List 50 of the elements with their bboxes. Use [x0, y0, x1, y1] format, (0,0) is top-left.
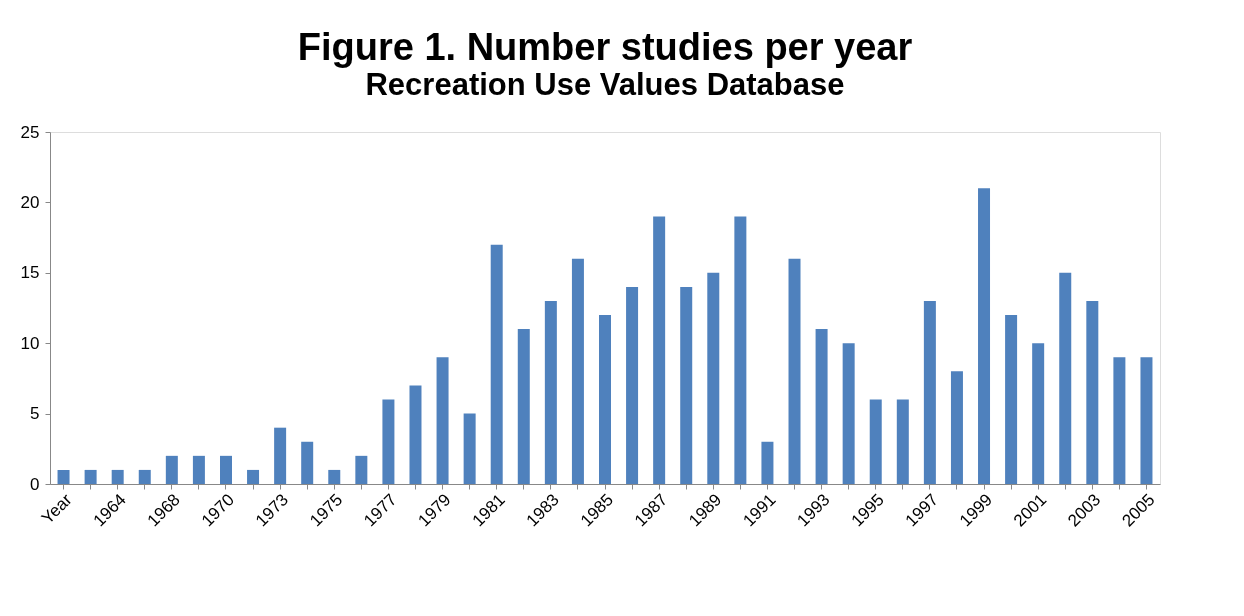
bar [869, 399, 882, 484]
bar [382, 399, 395, 484]
bar [165, 455, 178, 484]
bar [328, 469, 341, 484]
bar [301, 441, 314, 484]
bar [978, 188, 991, 484]
y-tick-label: 25 [20, 122, 40, 142]
bar [1113, 357, 1126, 484]
bar [436, 357, 449, 484]
chart-subtitle: Recreation Use Values Database [365, 67, 845, 102]
bar [1140, 357, 1153, 484]
x-tick-label: Year [37, 489, 76, 528]
bar [653, 216, 666, 484]
y-tick-label: 0 [30, 474, 40, 494]
bar [626, 286, 639, 484]
bar [1059, 272, 1072, 484]
bar [111, 469, 124, 484]
bar [274, 427, 287, 484]
bar [490, 244, 503, 484]
bar [463, 413, 476, 484]
bar [1086, 300, 1099, 484]
bar [923, 300, 936, 484]
bar [896, 399, 909, 484]
bar [355, 455, 368, 484]
bar [219, 455, 232, 484]
bar [680, 286, 693, 484]
y-tick-label: 5 [30, 404, 40, 424]
y-tick-label: 20 [20, 192, 40, 212]
bar [788, 258, 801, 484]
bar [842, 343, 855, 484]
bar [599, 315, 611, 484]
bar [409, 385, 422, 484]
bar [761, 441, 774, 484]
chart-title: Figure 1. Number studies per year [297, 26, 913, 68]
bar [1032, 343, 1045, 484]
bar [815, 329, 828, 484]
bar [707, 272, 720, 484]
bar [544, 300, 557, 484]
bar [950, 371, 963, 484]
bar [1005, 315, 1018, 484]
y-tick-label: 15 [20, 263, 40, 283]
bar [57, 469, 70, 484]
bar [84, 469, 97, 484]
bar [517, 329, 530, 484]
bar [192, 455, 205, 484]
bar [138, 469, 151, 484]
bar [734, 216, 747, 484]
y-tick-label: 10 [20, 333, 40, 353]
bar [247, 469, 260, 484]
bar [571, 258, 584, 484]
